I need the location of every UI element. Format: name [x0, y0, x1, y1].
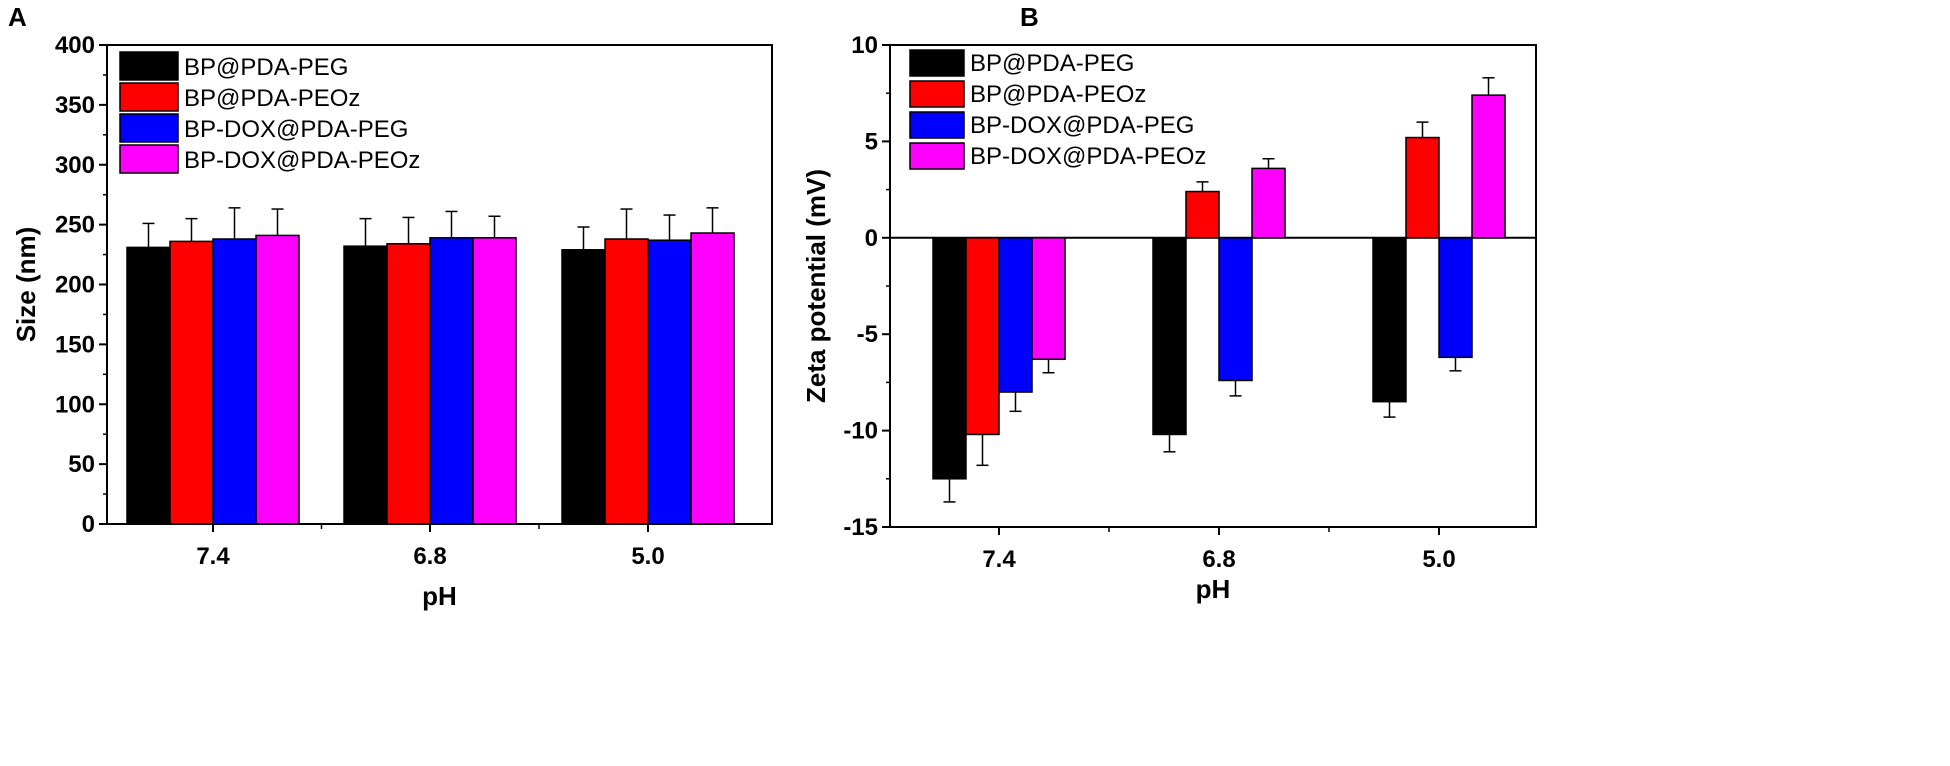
chart-b-error-bar-2-2: [1449, 357, 1462, 372]
chart-a-y-tick-label-4: 200: [55, 272, 95, 299]
panel-label-a: A: [8, 2, 27, 32]
chart-b-error-bar-2-1: [1229, 380, 1242, 397]
chart-a-error-bar-3-1: [488, 215, 501, 238]
chart-a-bar-0-2: [561, 249, 606, 525]
chart-a-x-tick-label-2: 5.0: [631, 543, 664, 570]
chart-a-y-axis-title: Size (nm): [11, 227, 41, 343]
chart-b-bar-1-1: [1185, 190, 1220, 239]
chart-a-error-bar-0-1: [359, 217, 372, 247]
chart-b-error-bar-3-2: [1482, 77, 1495, 96]
chart-b-legend: BP@PDA-PEG BP@PDA-PEOz BP-DOX@PDA-PEG BP-DO…: [909, 49, 1206, 170]
chart-a-legend-swatch-3: [119, 144, 179, 174]
chart-b-legend-swatch-3: [909, 142, 965, 170]
chart-b-y-tick-label-5: 10: [851, 32, 878, 59]
chart-b-legend-label-3: BP-DOX@PDA-PEOz: [970, 143, 1206, 170]
chart-b-bar-3-1: [1251, 167, 1286, 239]
chart-a-bar-2-2: [647, 239, 692, 525]
chart-b-x-axis-title: pH: [1196, 574, 1231, 604]
chart-b-bar-2-2: [1438, 237, 1473, 359]
chart-a-y-tick-label-0: 0: [82, 511, 95, 538]
chart-a-bar-1-2: [604, 238, 649, 525]
chart-b-legend-label-1: BP@PDA-PEOz: [970, 81, 1146, 108]
chart-a-legend-label-3: BP-DOX@PDA-PEOz: [184, 147, 420, 174]
chart-a-legend: BP@PDA-PEG BP@PDA-PEOz BP-DOX@PDA-PEG BP-DO…: [119, 51, 420, 174]
chart-a-legend-swatch-2: [119, 113, 179, 143]
chart-b-y-tick-label-0: -15: [843, 514, 878, 541]
chart-b-bar-0-1: [1152, 237, 1187, 436]
chart-b-error-bar-1-0: [976, 434, 989, 467]
chart-a-error-bar-3-0: [271, 208, 284, 236]
chart-a-error-bar-0-0: [142, 222, 155, 248]
chart-a-y-tick-label-5: 250: [55, 212, 95, 239]
chart-b-bar-3-0: [1031, 237, 1066, 361]
chart-a-bar-0-0: [126, 246, 171, 525]
chart-a-y-tick-label-6: 300: [55, 152, 95, 179]
chart-a-x-axis-title: pH: [422, 581, 457, 611]
chart-a-bar-3-1: [472, 237, 517, 525]
chart-a-bar-2-0: [212, 238, 257, 525]
chart-a-legend-swatch-1: [119, 82, 179, 112]
chart-b-bar-2-0: [998, 237, 1033, 393]
chart-a-error-bar-2-0: [228, 207, 241, 239]
chart-a-y-tick-label-2: 100: [55, 391, 95, 418]
chart-b-error-bar-0-1: [1163, 434, 1176, 453]
chart-a-error-bar-2-2: [663, 214, 676, 241]
chart-b-legend-swatch-2: [909, 111, 965, 139]
chart-b-error-bar-0-2: [1383, 401, 1396, 418]
chart-b-y-tick-label-4: 5: [865, 128, 878, 155]
chart-b-x-tick-label-1: 6.8: [1202, 546, 1235, 573]
chart-b-bar-0-2: [1372, 237, 1407, 403]
chart-b-error-bar-1-2: [1416, 121, 1429, 138]
chart-a-bar-3-0: [255, 234, 300, 525]
chart-size: 0 50 100 150 200 250 300 350 400 7.4 6.8 5.0 pH Size …: [11, 32, 773, 611]
chart-a-legend-swatch-0: [119, 51, 179, 81]
chart-a-bar-2-1: [429, 237, 474, 525]
chart-zeta-potential: -15 -10 -5 0 5 10 7.4 6.8 5.0 pH Zeta potential (m…: [801, 32, 1537, 604]
chart-b-bar-1-0: [965, 237, 1000, 436]
chart-a-legend-label-0: BP@PDA-PEG: [184, 54, 348, 81]
chart-b-bar-2-1: [1218, 237, 1253, 382]
chart-a-y-tick-label-3: 150: [55, 331, 95, 358]
chart-a-bar-1-0: [169, 240, 214, 525]
chart-a-legend-label-2: BP-DOX@PDA-PEG: [184, 116, 408, 143]
chart-a-y-tick-label-8: 400: [55, 32, 95, 59]
chart-b-y-tick-label-2: -5: [857, 321, 878, 348]
chart-a-y-tick-label-1: 50: [68, 451, 95, 478]
chart-b-legend-swatch-0: [909, 49, 965, 77]
chart-a-error-bar-2-1: [445, 210, 458, 238]
chart-b-y-tick-label-1: -10: [843, 418, 878, 445]
chart-a-bar-1-1: [386, 243, 431, 525]
chart-a-bar-3-2: [690, 232, 735, 525]
chart-a-legend-label-1: BP@PDA-PEOz: [184, 85, 360, 112]
chart-a-error-bar-1-2: [620, 208, 633, 239]
chart-a-error-bar-1-0: [185, 217, 198, 242]
chart-b-legend-label-2: BP-DOX@PDA-PEG: [970, 112, 1194, 139]
chart-b-y-axis-title: Zeta potential (mV): [801, 169, 831, 403]
chart-a-x-tick-label-0: 7.4: [196, 543, 230, 570]
chart-b-y-tick-label-3: 0: [865, 225, 878, 252]
chart-b-error-bar-2-0: [1009, 392, 1022, 413]
chart-a-error-bar-3-2: [706, 207, 719, 234]
chart-b-legend-label-0: BP@PDA-PEG: [970, 50, 1134, 77]
chart-a-error-bar-1-1: [402, 216, 415, 244]
chart-b-error-bar-3-0: [1042, 359, 1055, 374]
chart-a-error-bar-0-2: [577, 226, 590, 250]
chart-b-x-tick-label-2: 5.0: [1422, 546, 1455, 573]
chart-b-legend-swatch-1: [909, 80, 965, 108]
chart-b-error-bar-3-1: [1262, 158, 1275, 169]
chart-b-error-bar-1-1: [1196, 181, 1209, 192]
chart-b-bar-0-0: [932, 237, 967, 480]
chart-b-x-tick-label-0: 7.4: [982, 546, 1016, 573]
chart-a-x-tick-label-1: 6.8: [413, 543, 446, 570]
chart-b-bar-1-2: [1405, 136, 1440, 239]
chart-a-y-tick-label-7: 350: [55, 92, 95, 119]
panel-label-b: B: [1020, 2, 1039, 32]
chart-b-error-bar-0-0: [943, 478, 956, 503]
chart-a-bar-0-1: [343, 245, 388, 525]
chart-b-bar-3-2: [1471, 94, 1506, 239]
